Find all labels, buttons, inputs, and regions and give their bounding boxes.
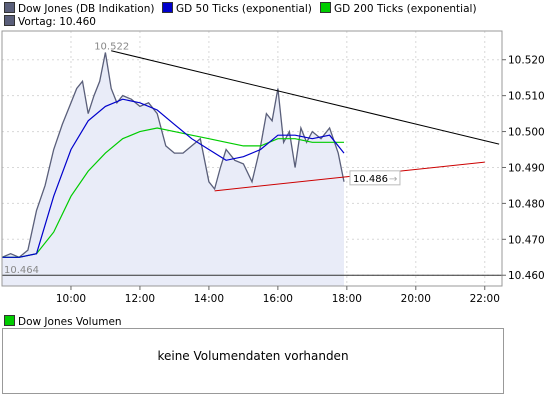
- legend-swatch-icon: [320, 2, 331, 13]
- x-tick-label: 18:00: [332, 293, 362, 305]
- legend-item-dow-jones: Dow Jones (DB Indikation): [4, 2, 154, 15]
- y-tick-label: 10.460: [508, 270, 545, 282]
- low-label: 10.464: [4, 265, 39, 276]
- price-area-fill: [2, 52, 344, 286]
- x-tick-label: 22:00: [470, 293, 500, 305]
- x-tick-label: 12:00: [125, 293, 155, 305]
- legend-swatch-icon: [4, 315, 15, 326]
- volume-panel: keine Volumendaten vorhanden: [2, 328, 504, 394]
- last-price-label: 10.486: [353, 174, 388, 185]
- trendline-resistance: [111, 50, 500, 145]
- y-tick-label: 10.480: [508, 198, 545, 210]
- series-line-gd-50: [2, 98, 345, 258]
- volume-legend: Dow Jones Volumen: [4, 315, 122, 328]
- high-label: 10.522: [94, 42, 129, 53]
- y-axis: 10.460 10.470 10.480 10.490 10.500 10.510 10.5…: [502, 55, 545, 282]
- series-line-gd-200: [2, 127, 344, 258]
- legend-item-gd-200: GD 200 Ticks (exponential): [320, 2, 477, 15]
- series-line-dow-jones: [1, 52, 345, 259]
- legend-swatch-icon: [4, 15, 15, 26]
- legend-swatch-icon: [4, 2, 15, 13]
- legend-swatch-icon: [162, 2, 173, 13]
- chart-legend: Dow Jones (DB Indikation) GD 50 Ticks (e…: [4, 2, 544, 32]
- y-tick-label: 10.470: [508, 234, 545, 246]
- x-tick-label: 14:00: [194, 293, 224, 305]
- last-price-box: 10.486 →: [349, 170, 401, 186]
- plot-border: [1, 30, 503, 287]
- legend-item-previous-close: Vortag: 10.460: [4, 15, 96, 28]
- x-tick-label: 10:00: [56, 293, 86, 305]
- arrow-right-icon: →: [389, 174, 397, 185]
- y-tick-label: 10.520: [508, 55, 545, 67]
- y-tick-label: 10.510: [508, 91, 545, 103]
- y-tick-label: 10.490: [508, 162, 545, 174]
- volume-empty-message: keine Volumendaten vorhanden: [157, 349, 349, 363]
- y-tick-label: 10.500: [508, 127, 545, 139]
- x-tick-label: 20:00: [401, 293, 431, 305]
- x-axis: 10:00 12:00 14:00 16:00 18:00 20:00 22:00: [56, 286, 500, 305]
- legend-item-gd-50: GD 50 Ticks (exponential): [162, 2, 312, 15]
- x-tick-label: 16:00: [263, 293, 293, 305]
